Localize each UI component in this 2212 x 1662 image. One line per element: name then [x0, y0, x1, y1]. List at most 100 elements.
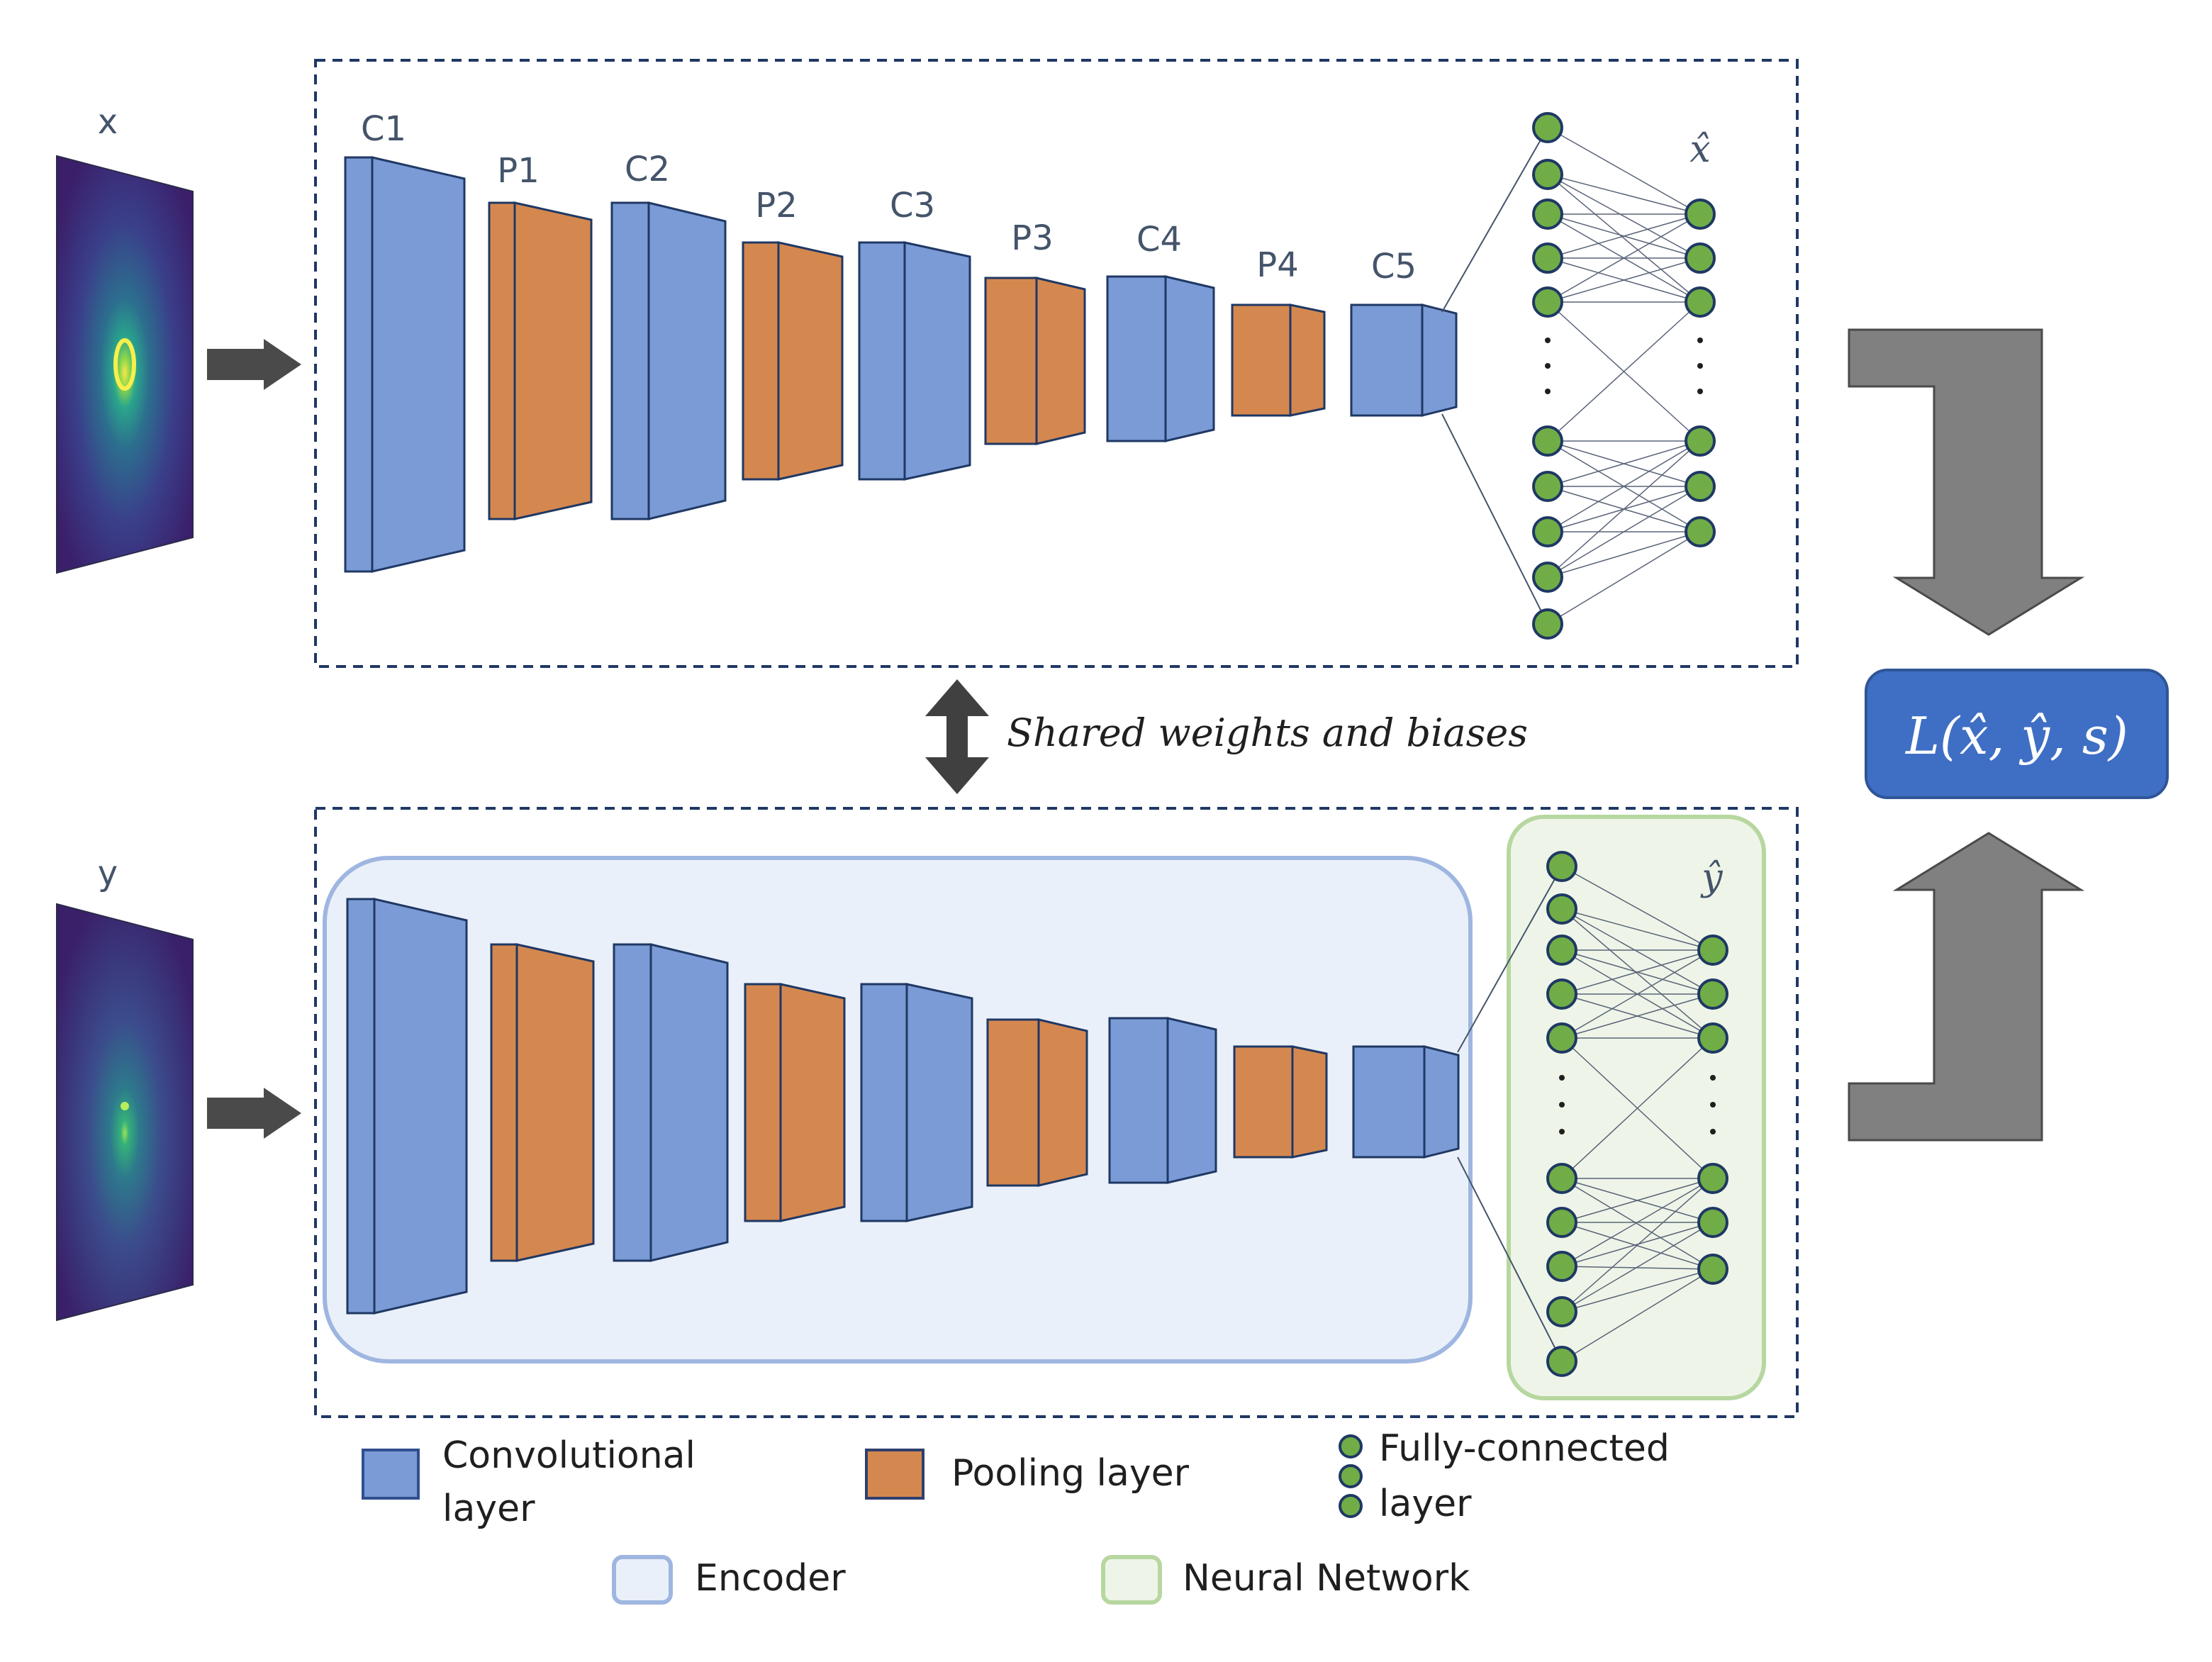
neuron: [1685, 199, 1716, 230]
fc-edge: [1547, 174, 1701, 259]
neuron: [1532, 516, 1563, 547]
input-label-x: x: [98, 102, 118, 142]
fc-edge: [1561, 908, 1714, 995]
legend-encoder-swatch: [612, 1555, 673, 1605]
legend-conv-swatch: [362, 1449, 420, 1500]
legend-fc-label-line1: Fully-connected: [1379, 1427, 1670, 1470]
fc-edge: [1547, 213, 1701, 259]
ellipsis-dot: [1559, 1102, 1565, 1108]
fc-edge: [1561, 949, 1714, 995]
loss-function-label: L(x̂, ŷ, s): [1904, 706, 2128, 766]
ellipsis-dot: [1559, 1075, 1565, 1081]
fc-edge: [1547, 301, 1701, 442]
shared-weights-text: Shared weights and biases: [1007, 710, 1528, 755]
top-layer-stack: [344, 156, 1458, 573]
fc-edge: [1547, 440, 1701, 532]
neuron: [1697, 1022, 1728, 1054]
fc-edge: [1547, 440, 1701, 578]
legend-fc-label-line2: layer: [1379, 1483, 1472, 1525]
legend-nn-swatch: [1101, 1555, 1162, 1605]
fc-edge: [1547, 174, 1701, 303]
layer-label-c1: C1: [361, 109, 406, 149]
bottom-network-frame: [314, 807, 1799, 1418]
neuron: [1697, 1207, 1728, 1238]
fc-edge: [1547, 127, 1701, 215]
loss-arrow-bottom: [1848, 832, 2085, 1142]
neuron: [1532, 471, 1563, 502]
neuron: [1546, 1346, 1577, 1377]
neuron: [1532, 608, 1563, 640]
neuron: [1546, 978, 1577, 1010]
fc-edge: [1561, 1268, 1714, 1312]
neuron: [1685, 516, 1716, 547]
pool-layer-p2: [744, 983, 846, 1222]
fc-edge: [1561, 1178, 1714, 1312]
neuron: [1546, 935, 1577, 966]
neuron: [1697, 978, 1728, 1010]
ellipsis-dot: [1697, 363, 1703, 369]
legend-pool-swatch: [865, 1449, 925, 1500]
legend-neuron-icon-3: [1339, 1494, 1363, 1518]
fc-edge: [1561, 993, 1714, 1039]
layer-label-c5: C5: [1371, 247, 1417, 286]
ellipsis-dot: [1545, 338, 1551, 343]
fc-input-edge: [1457, 866, 1563, 1053]
fc-edge: [1561, 1268, 1714, 1362]
layer-label-p1: P1: [497, 151, 539, 191]
layer-label-p3: P3: [1011, 218, 1053, 258]
input-arrow-bottom: [207, 1088, 301, 1139]
fc-edge: [1561, 1178, 1714, 1267]
layer-label-c4: C4: [1136, 220, 1182, 260]
input-label-y: y: [98, 854, 118, 893]
output-label-x-hat: x̂: [1689, 128, 1710, 171]
fc-edge: [1547, 213, 1701, 303]
fc-edge: [1561, 1222, 1714, 1312]
layer-label-p4: P4: [1256, 245, 1298, 285]
fc-edge: [1547, 531, 1701, 625]
conv-layer-c1: [344, 156, 466, 573]
ellipsis-dot: [1545, 363, 1551, 369]
neuron: [1532, 159, 1563, 190]
conv-layer-c5: [1350, 303, 1458, 417]
fc-edge: [1561, 1266, 1714, 1270]
neuron: [1532, 286, 1563, 318]
fc-edge: [1561, 949, 1714, 1039]
shared-weights-arrow: [925, 679, 989, 794]
fc-connections: [1457, 866, 1714, 1362]
fc-edge: [1547, 531, 1701, 578]
fc-input-edge: [1441, 413, 1548, 625]
bottom-fully-connected-network: [1457, 851, 1728, 1377]
neuron: [1546, 893, 1577, 925]
fc-input-edge: [1441, 127, 1548, 313]
fc-edge: [1547, 174, 1701, 215]
conv-layer-c3: [858, 241, 971, 481]
neuron: [1532, 242, 1563, 274]
ellipsis-dot: [1697, 389, 1703, 394]
pool-layer-p1: [490, 943, 595, 1262]
bottom-layer-stack: [346, 898, 1460, 1315]
conv-layer-c4: [1106, 275, 1215, 442]
fc-edge: [1561, 1178, 1714, 1270]
conv-layer-c2: [613, 943, 729, 1262]
neuron: [1546, 1163, 1577, 1194]
loss-function-box: [1865, 669, 2169, 799]
loss-arrow-top: [1848, 328, 2085, 636]
ellipsis-dot: [1710, 1129, 1716, 1134]
ellipsis-dot: [1710, 1075, 1716, 1081]
conv-layer-c2: [610, 201, 727, 520]
fc-edge: [1547, 440, 1701, 487]
pool-layer-p3: [984, 277, 1086, 445]
legend-conv-label-line2: layer: [442, 1488, 535, 1530]
input-image-y: [56, 903, 194, 1322]
layer-label-p2: P2: [755, 186, 797, 225]
neuron: [1685, 242, 1716, 274]
neuron: [1532, 199, 1563, 230]
neuron: [1685, 286, 1716, 318]
ellipsis-dot: [1545, 389, 1551, 394]
neuron: [1697, 1254, 1728, 1285]
neuron: [1546, 1296, 1577, 1327]
input-image-x: [56, 155, 194, 574]
fc-edge: [1561, 866, 1714, 951]
fc-edge: [1547, 486, 1701, 578]
